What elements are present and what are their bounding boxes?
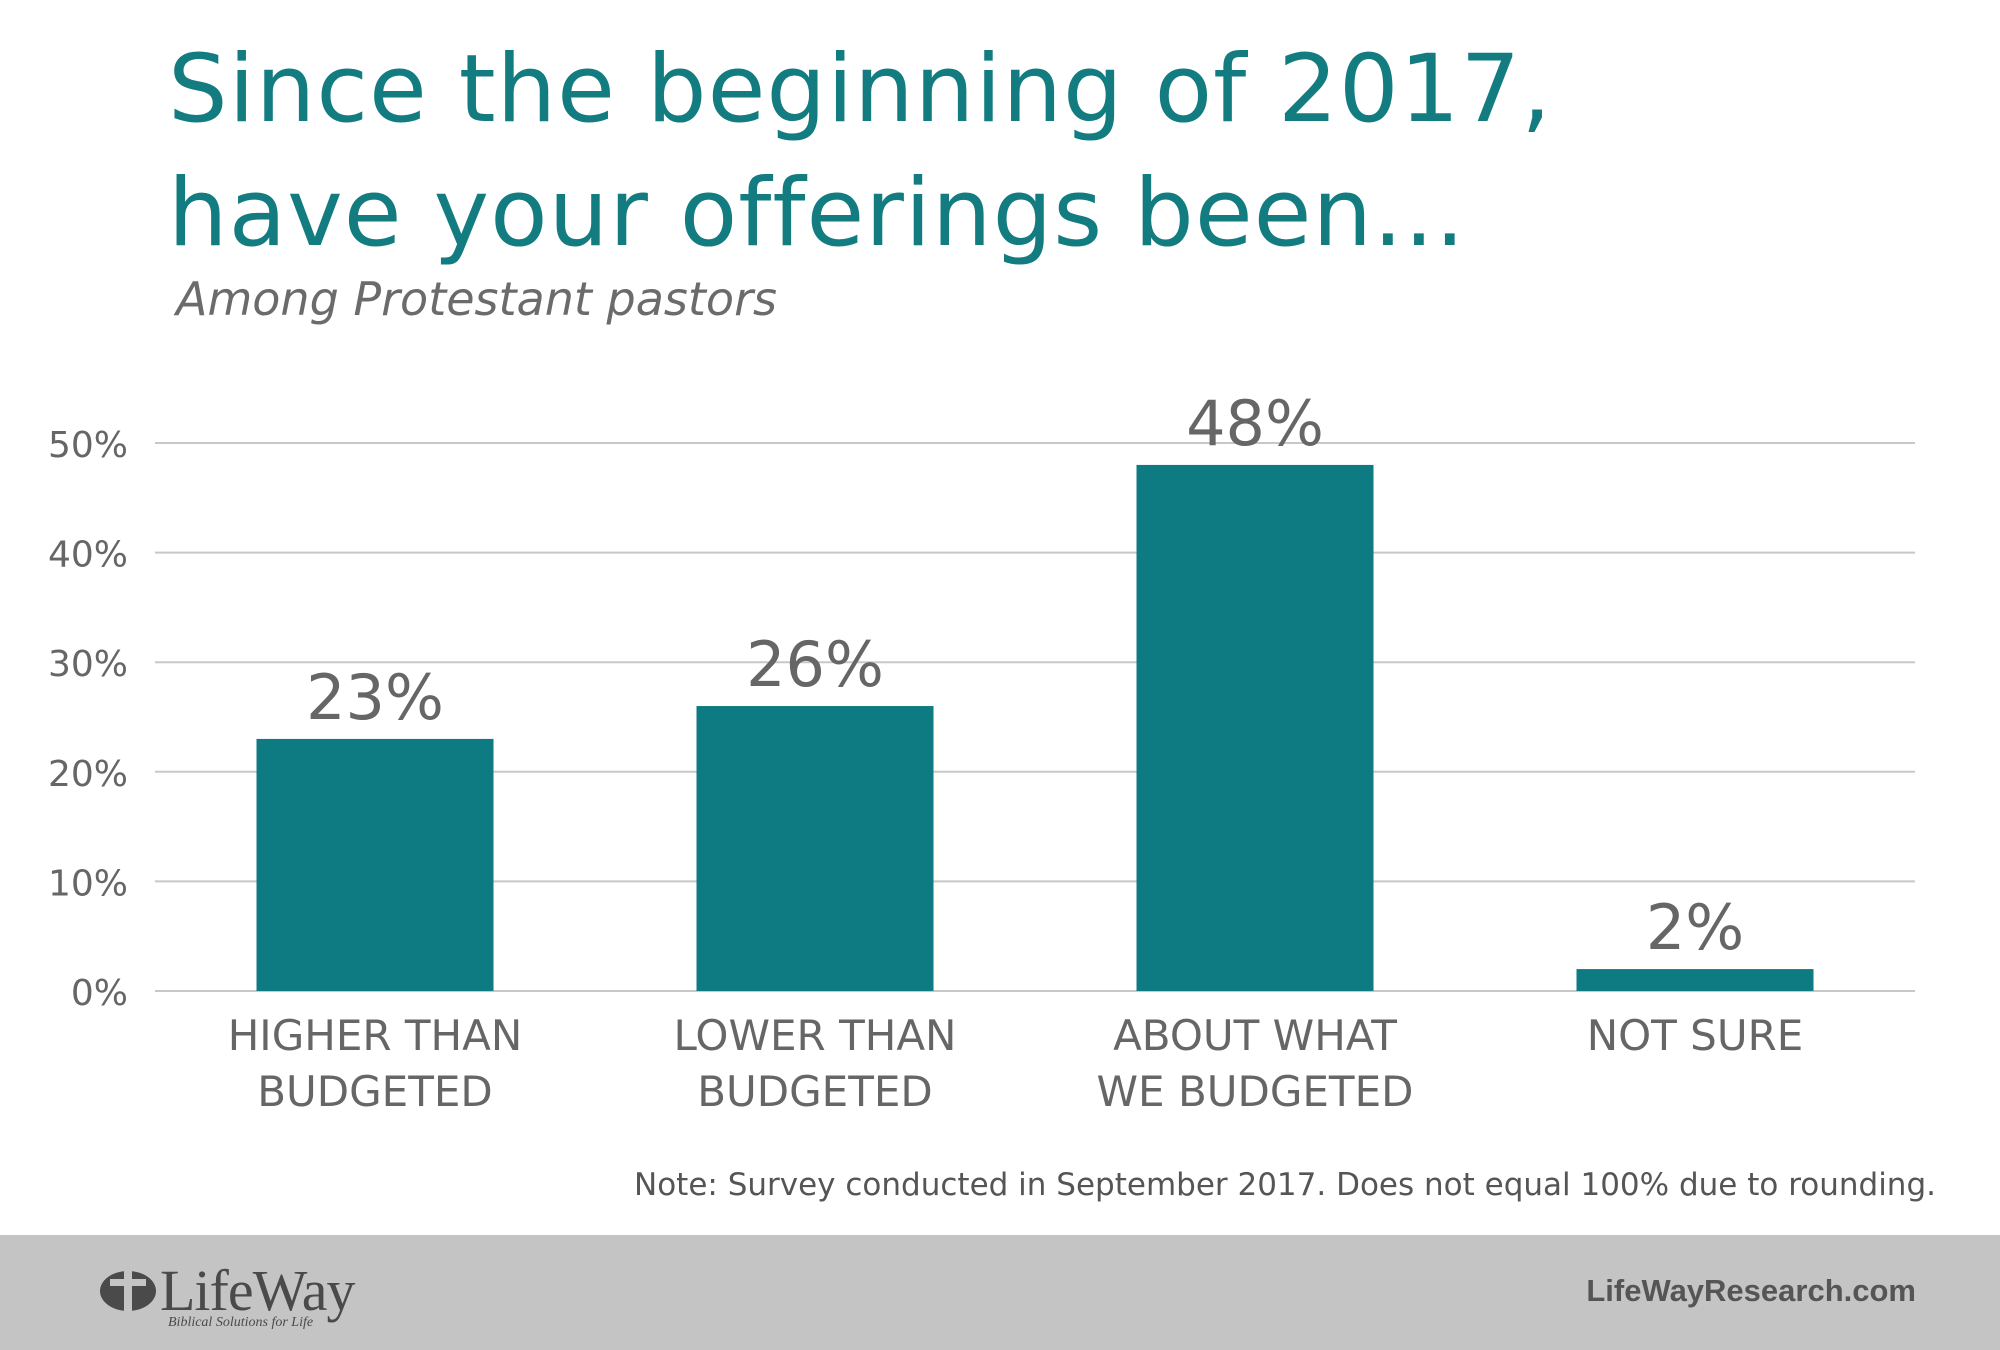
- bar-chart: 0% 10% 20% 30% 40% 50% 23% HIGHER THAN BUDGETED 2…: [48, 387, 1915, 1116]
- data-label: 23%: [306, 661, 444, 734]
- logo-wordmark: LifeWay: [160, 1258, 355, 1323]
- footer-bar: LifeWay Biblical Solutions for Life Life…: [0, 1235, 2000, 1350]
- x-tick-label: BUDGETED: [257, 1067, 493, 1116]
- bar: [256, 738, 494, 991]
- bar: [696, 706, 934, 991]
- website-link[interactable]: LifeWayResearch.com: [1586, 1273, 1916, 1308]
- chart-subtitle: Among Protestant pastors: [176, 272, 777, 326]
- logo-tagline: Biblical Solutions for Life: [168, 1315, 314, 1330]
- y-tick-label: 20%: [48, 754, 128, 795]
- bar: [1576, 969, 1814, 991]
- x-tick-label: ABOUT WHAT: [1113, 1011, 1397, 1060]
- y-tick-label: 30%: [48, 644, 128, 685]
- y-tick-label: 40%: [48, 535, 128, 576]
- y-tick-label: 0%: [71, 973, 128, 1014]
- x-tick-label: LOWER THAN: [674, 1011, 957, 1060]
- chart-title-line-1: Since the beginning of 2017,: [168, 35, 1553, 144]
- x-tick-label: NOT SURE: [1587, 1011, 1804, 1060]
- bar: [1136, 464, 1374, 991]
- footnote: Note: Survey conducted in September 2017…: [634, 1167, 1936, 1203]
- lifeway-logo[interactable]: LifeWay Biblical Solutions for Life: [98, 1255, 358, 1335]
- x-tick-label: HIGHER THAN: [228, 1011, 523, 1060]
- x-tick-label: BUDGETED: [697, 1067, 933, 1116]
- y-tick-label: 10%: [48, 863, 128, 904]
- data-label: 26%: [746, 628, 884, 701]
- data-label: 48%: [1186, 387, 1324, 460]
- x-tick-label: WE BUDGETED: [1097, 1067, 1414, 1116]
- data-label: 2%: [1646, 891, 1744, 964]
- lifeway-cross-icon: [100, 1267, 156, 1311]
- chart-title: Since the beginning of 2017, have your o…: [168, 28, 1552, 276]
- chart-title-line-2: have your offerings been...: [168, 159, 1466, 268]
- y-tick-label: 50%: [48, 425, 128, 466]
